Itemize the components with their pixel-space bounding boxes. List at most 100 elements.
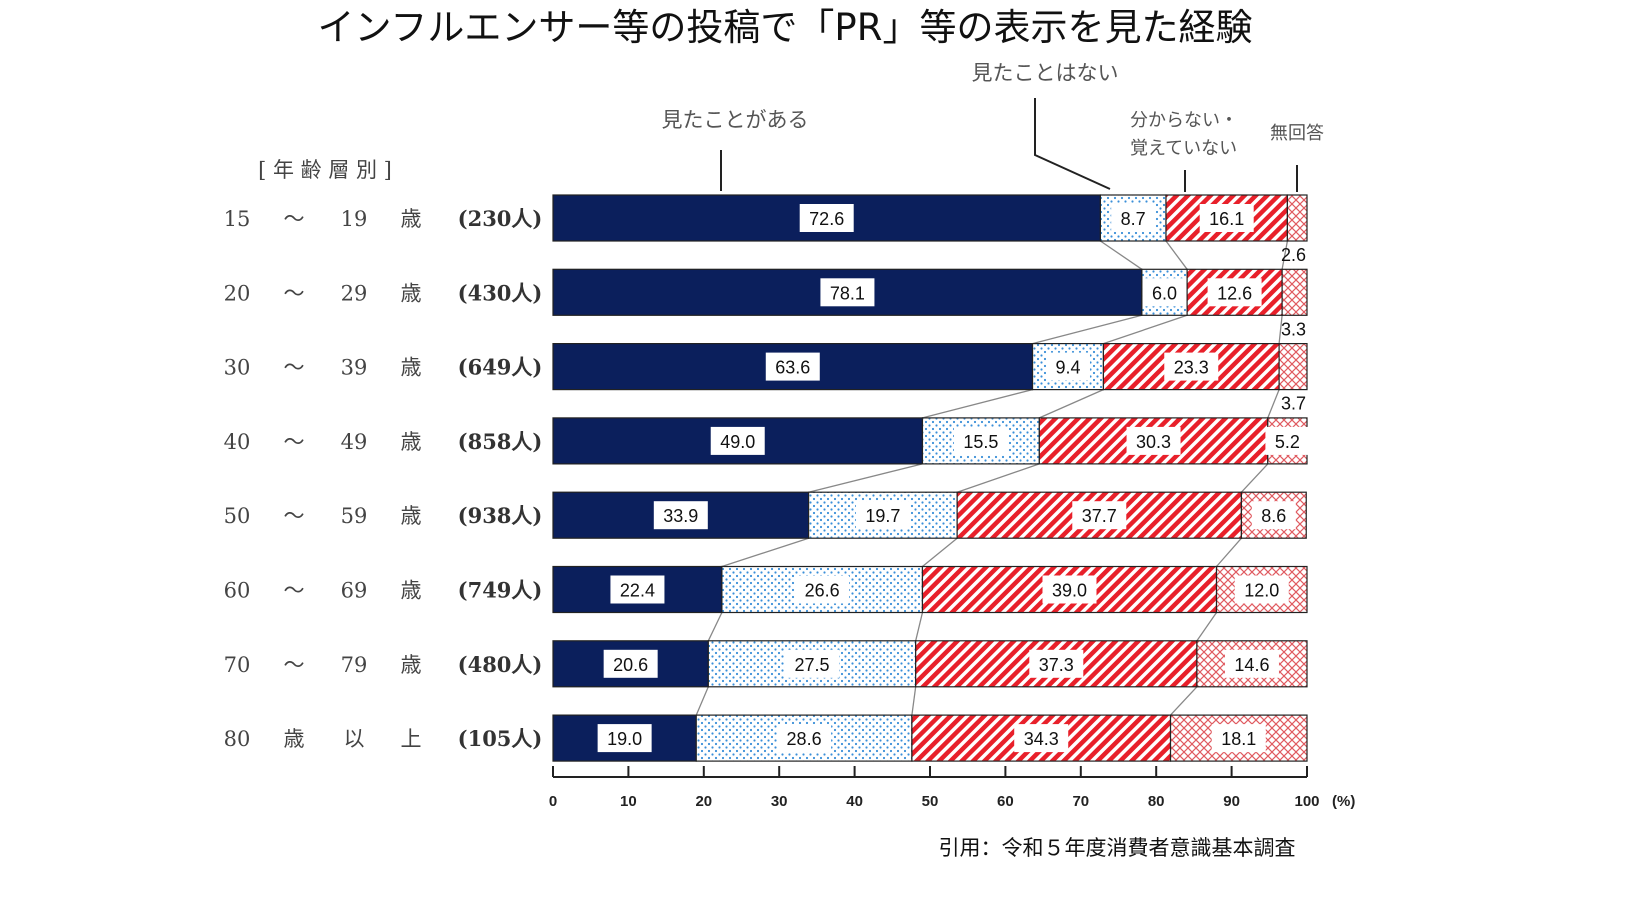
value-label-bg [1072, 501, 1127, 530]
category-label-part: 〜 [284, 430, 305, 454]
category-label-part: 〜 [284, 356, 305, 380]
category-label-part: 歳 [401, 504, 422, 528]
category-label-part: 歳 [401, 579, 422, 603]
bar-row: 50 〜 59 歳 (938人) 33.9 19.7 37.7 8.6 [224, 491, 1307, 539]
x-tick-label: 60 [997, 793, 1014, 810]
value-label: 15.5 [963, 432, 998, 452]
bar-segment [552, 565, 723, 614]
chart-title: インフルエンサー等の投稿で「PR」等の表示を見た経験 [318, 6, 1253, 49]
x-tick-label: 80 [1148, 793, 1165, 810]
category-label-part: 歳 [401, 430, 422, 454]
value-label-bg [1224, 649, 1279, 678]
category-label-part: 歳 [401, 281, 422, 305]
connector-line [808, 463, 923, 493]
legend-no-answer: 無回答 [1270, 123, 1324, 144]
sample-size-label: (430人) [458, 280, 543, 305]
bar-row: 20 〜 29 歳 (430人) 78.1 6.0 12.6 3.3 [224, 268, 1308, 339]
value-label: 20.6 [613, 655, 648, 675]
category-label-part: 歳 [284, 727, 305, 751]
value-label: 22.4 [620, 581, 655, 601]
category-label-part: 歳 [401, 356, 422, 380]
value-label-bg [603, 649, 658, 678]
value-label-bg [777, 724, 832, 753]
category-label-part: 上 [401, 727, 422, 751]
value-label: 27.5 [794, 655, 829, 675]
value-label: 49.0 [720, 432, 755, 452]
bar-row: 80 歳 以 上 (105人) 19.0 28.6 34.3 18.1 [224, 714, 1308, 762]
value-label: 19.7 [865, 506, 900, 526]
category-label-part: 39 [341, 356, 368, 380]
sample-size-label: (480人) [458, 652, 543, 677]
value-label-bg [653, 501, 708, 530]
category-label-part: 60 [224, 579, 251, 603]
x-tick-label: 10 [620, 793, 637, 810]
value-label-bg [1211, 724, 1266, 753]
x-tick-label: 100 [1294, 793, 1319, 810]
value-label: 33.9 [663, 506, 698, 526]
value-label: 72.6 [809, 209, 844, 229]
value-label: 26.6 [805, 581, 840, 601]
x-unit-label: (%) [1332, 793, 1355, 810]
sample-size-label: (858人) [458, 429, 543, 454]
value-label: 14.6 [1234, 655, 1269, 675]
category-label-part: 歳 [401, 207, 422, 231]
sample-size-label: (749人) [458, 578, 543, 603]
category-label-part: 50 [224, 504, 251, 528]
value-label: 9.4 [1055, 358, 1080, 378]
x-tick-label: 50 [922, 793, 939, 810]
value-label: 39.0 [1052, 581, 1087, 601]
legend-seen: 見たことがある [662, 108, 809, 132]
bar-segment [1169, 714, 1308, 762]
value-label: 37.3 [1039, 655, 1074, 675]
value-label: 8.6 [1261, 506, 1286, 526]
value-label-bg [1014, 724, 1069, 753]
x-tick-label: 20 [695, 793, 712, 810]
category-label-part: 20 [224, 281, 251, 305]
category-label-part: 70 [224, 653, 251, 677]
x-tick-label: 0 [549, 793, 557, 810]
value-label-bg [784, 649, 839, 678]
category-label-part: 49 [341, 430, 368, 454]
connector-line [1240, 463, 1269, 493]
x-tick-label: 40 [846, 793, 863, 810]
bar-segment [1286, 194, 1308, 242]
bar-row: 70 〜 79 歳 (480人) 20.6 27.5 37.3 14.6 [224, 640, 1308, 688]
bar-segment [1281, 268, 1308, 316]
value-label-bg [795, 575, 850, 604]
value-label-bg [1164, 352, 1219, 381]
connector-line [1281, 240, 1289, 270]
value-label: 3.3 [1281, 319, 1306, 339]
x-tick-label: 90 [1223, 793, 1240, 810]
value-label: 5.2 [1275, 432, 1300, 452]
value-label: 8.7 [1121, 209, 1146, 229]
value-label: 30.3 [1136, 432, 1171, 452]
value-label: 6.0 [1152, 283, 1177, 303]
value-label: 12.0 [1244, 581, 1279, 601]
value-label: 3.7 [1281, 394, 1306, 414]
value-label-bg [1251, 501, 1296, 530]
category-label-part: 29 [341, 281, 368, 305]
connector-line [956, 463, 1040, 493]
value-label: 78.1 [830, 283, 865, 303]
value-label-bg [1042, 575, 1097, 604]
connector-line [721, 537, 809, 568]
category-label-part: 〜 [284, 653, 305, 677]
connector-line [1100, 240, 1143, 270]
source-note: 引用：令和５年度消費者意識基本調査 [939, 836, 1296, 860]
value-label-bg [765, 352, 820, 381]
value-label: 63.6 [775, 358, 810, 378]
sample-size-label: (938人) [458, 503, 543, 528]
bar-row: 40 〜 49 歳 (858人) 49.0 15.5 30.3 5.2 [224, 417, 1310, 465]
connector-line [1170, 686, 1198, 716]
connector-line [1278, 315, 1283, 344]
bar-segment [1278, 343, 1308, 391]
category-label-part: 79 [341, 653, 368, 677]
connector-line [695, 686, 709, 716]
value-label-bg [820, 278, 875, 307]
connector-line [1165, 240, 1188, 270]
sample-size-label: (105人) [458, 726, 543, 751]
category-label-part: 〜 [284, 207, 305, 231]
connector-line [1216, 537, 1242, 567]
value-label-bg [710, 426, 765, 455]
legend-unknown-line1: 分からない・ [1130, 110, 1238, 131]
